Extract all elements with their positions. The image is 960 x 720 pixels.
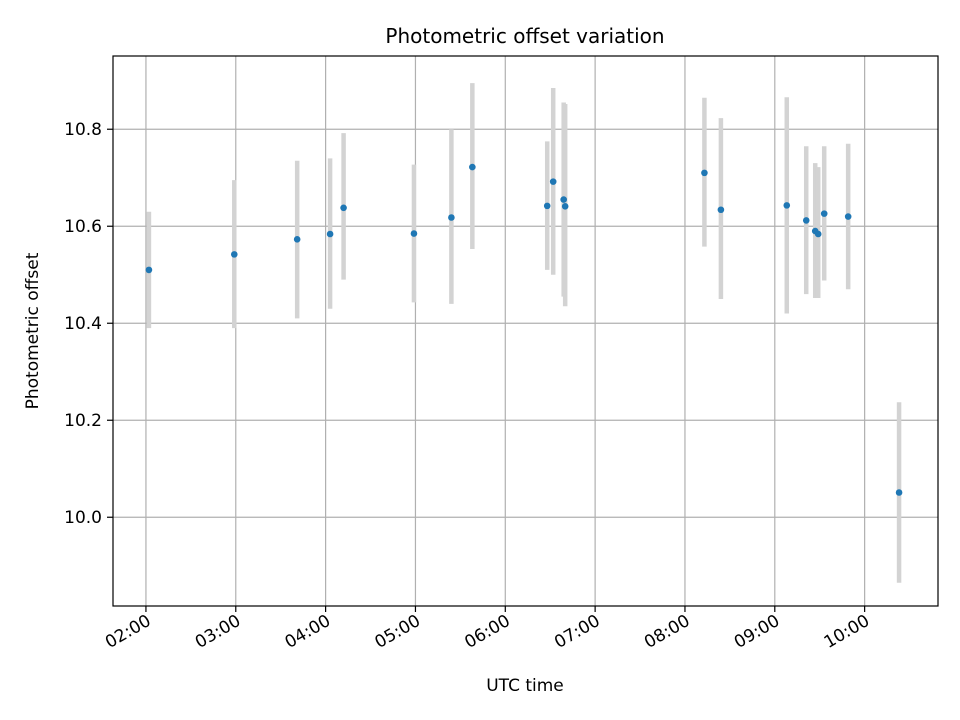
data-point — [410, 230, 418, 237]
data-point — [543, 202, 551, 210]
data-point — [783, 202, 791, 209]
data-point — [814, 230, 822, 238]
data-point — [701, 169, 708, 177]
y-axis-ticks: 10.0 10.2 10.4 10.6 10.8 — [64, 120, 113, 528]
y-tick-label: 10.8 — [64, 120, 102, 140]
x-tick-label: 10:00 — [821, 611, 873, 653]
data-point — [895, 489, 903, 496]
y-tick-label: 10.2 — [64, 411, 102, 431]
plot-frame — [112, 55, 939, 607]
data-point — [820, 210, 828, 217]
x-tick-label: 06:00 — [461, 611, 513, 653]
data-point — [293, 236, 301, 243]
y-tick-label: 10.4 — [64, 314, 102, 334]
data-point — [560, 196, 567, 203]
data-point — [717, 206, 725, 214]
x-tick-label: 08:00 — [641, 611, 693, 653]
x-axis-label: UTC time — [486, 676, 564, 696]
data-point — [448, 214, 455, 221]
error-bars — [146, 83, 902, 583]
x-tick-label: 07:00 — [551, 611, 603, 653]
data-point — [802, 217, 810, 224]
data-point — [230, 251, 238, 258]
chart-title: Photometric offset variation — [385, 24, 664, 48]
data-point — [469, 163, 476, 171]
data-point — [844, 213, 852, 220]
data-point — [561, 203, 569, 210]
x-tick-label: 04:00 — [282, 611, 334, 653]
y-axis-label: Photometric offset — [23, 252, 43, 409]
x-tick-label: 02:00 — [102, 611, 154, 653]
x-axis-ticks: 02:00 03:00 04:00 05:00 06:00 07:00 08:00 09:00… — [102, 606, 873, 653]
grid — [113, 56, 938, 606]
y-tick-label: 10.6 — [64, 217, 102, 237]
y-tick-label: 10.0 — [64, 508, 102, 528]
data-point — [340, 204, 347, 212]
x-tick-label: 09:00 — [731, 611, 783, 653]
data-point — [145, 266, 153, 274]
data-points — [145, 163, 903, 496]
x-tick-label: 05:00 — [372, 611, 424, 653]
data-point — [326, 230, 334, 238]
data-point — [549, 178, 557, 185]
x-tick-label: 03:00 — [192, 611, 244, 653]
